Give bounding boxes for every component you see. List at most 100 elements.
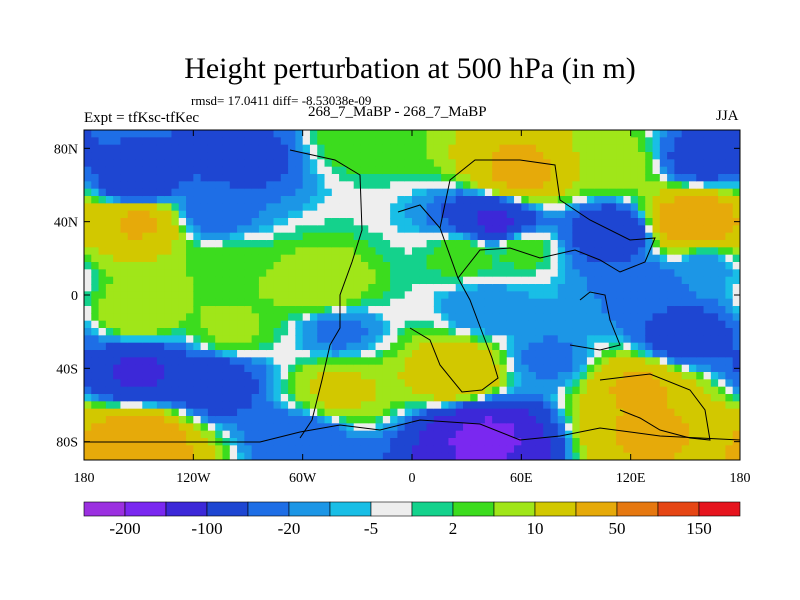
field-cell [463, 276, 471, 285]
field-cell [382, 276, 391, 285]
field-cell [397, 401, 406, 410]
field-cell [623, 188, 632, 197]
field-cell [535, 430, 544, 439]
field-cell [302, 232, 311, 241]
field-cell [557, 291, 566, 300]
field-cell [718, 416, 727, 424]
field-cell [251, 386, 260, 395]
field-cell [346, 218, 355, 226]
field-cell [258, 240, 267, 248]
field-cell [120, 320, 129, 329]
field-cell [302, 284, 311, 292]
field-cell [302, 181, 311, 190]
field-cell [601, 159, 610, 168]
field-cell [667, 181, 676, 190]
field-cell [251, 394, 260, 402]
field-cell [339, 335, 348, 344]
field-cell [441, 320, 450, 329]
field-cell [273, 423, 282, 432]
field-cell [696, 276, 705, 285]
field-cell [368, 137, 377, 146]
field-cell [258, 386, 267, 395]
field-cell [164, 159, 173, 168]
field-cell [222, 262, 231, 270]
field-cell [586, 247, 595, 256]
field-cell [470, 335, 479, 344]
field-cell [412, 379, 420, 388]
field-cell [186, 262, 194, 270]
field-cell [288, 445, 296, 454]
field-cell [637, 159, 646, 168]
field-cell [295, 254, 304, 263]
field-cell [659, 232, 668, 241]
field-cell [696, 166, 705, 175]
field-cell [237, 188, 245, 197]
field-cell [506, 357, 515, 366]
field-cell [120, 342, 129, 351]
field-cell [120, 240, 129, 248]
field-cell [309, 196, 318, 204]
field-cell [149, 174, 158, 182]
field-cell [455, 144, 464, 153]
field-cell [455, 291, 464, 300]
field-cell [514, 247, 522, 256]
field-cell [623, 379, 632, 388]
field-cell [412, 159, 420, 168]
field-cell [674, 166, 683, 175]
field-cell [572, 408, 581, 417]
field-cell [288, 430, 296, 439]
field-cell [397, 218, 406, 226]
field-cell [630, 430, 639, 439]
field-cell [674, 298, 683, 307]
field-cell [324, 166, 333, 175]
field-cell [280, 342, 289, 351]
field-cell [164, 284, 173, 292]
field-cell [397, 423, 406, 432]
field-cell [200, 240, 209, 248]
field-cell [404, 445, 413, 454]
field-cell [455, 137, 464, 146]
field-cell [659, 247, 668, 256]
field-cell [317, 306, 326, 314]
field-cell [273, 313, 282, 322]
field-cell [623, 218, 632, 226]
field-cell [215, 350, 224, 358]
field-cell [710, 430, 719, 439]
field-cell [309, 335, 318, 344]
field-cell [710, 144, 719, 153]
field-cell [433, 445, 442, 454]
field-cell [579, 306, 588, 314]
field-cell [404, 166, 413, 175]
field-cell [448, 254, 457, 263]
field-cell [550, 452, 559, 460]
field-cell [426, 342, 435, 351]
field-cell [674, 225, 683, 234]
field-cell [375, 350, 384, 358]
field-cell [244, 298, 253, 307]
field-cell [229, 181, 238, 190]
continent-outlines [84, 149, 740, 443]
field-cell [397, 254, 406, 263]
field-cell [492, 306, 501, 314]
field-cell [412, 372, 420, 380]
field-cell [463, 284, 471, 292]
field-cell [535, 130, 544, 138]
field-cell [718, 225, 727, 234]
field-cell [514, 130, 522, 138]
field-cell [688, 225, 697, 234]
field-cell [521, 379, 530, 388]
field-cell [725, 262, 734, 270]
field-cell [572, 276, 581, 285]
field-cell [477, 364, 486, 373]
field-cell [594, 350, 603, 358]
field-cell [98, 247, 107, 256]
field-cell [667, 276, 676, 285]
colorbar-swatch [165, 501, 208, 517]
field-cell [178, 342, 187, 351]
field-cell [149, 240, 158, 248]
field-cell [616, 144, 624, 153]
field-cell [244, 262, 253, 270]
field-cell [156, 203, 165, 212]
field-cell [120, 445, 129, 454]
field-cell [390, 203, 399, 212]
